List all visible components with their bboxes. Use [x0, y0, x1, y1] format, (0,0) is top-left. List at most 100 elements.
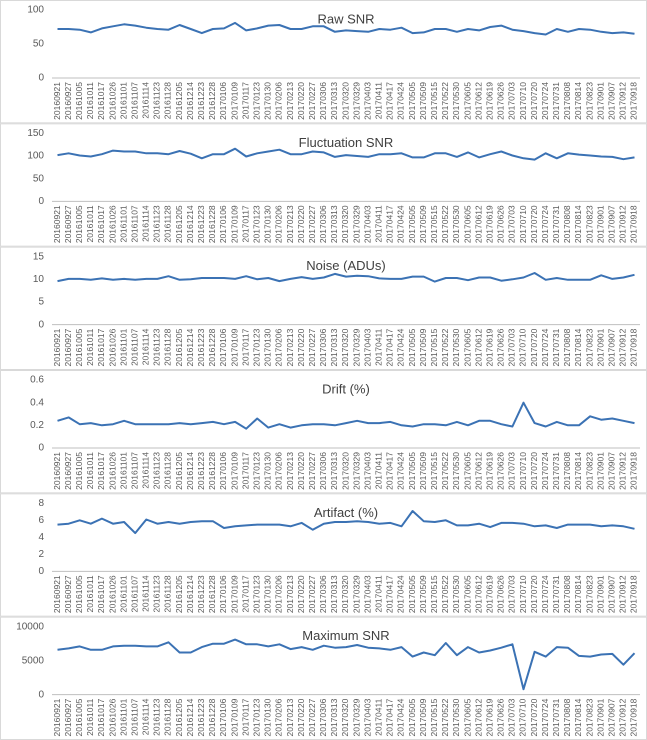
x-tick-label: 20161005	[74, 698, 84, 736]
x-tick-label: 20160921	[52, 205, 62, 243]
x-tick-label: 20170213	[285, 452, 295, 490]
x-tick-label: 20170206	[274, 698, 284, 736]
x-tick-label: 20161026	[107, 82, 117, 120]
x-tick-label: 20161114	[141, 205, 151, 242]
x-tick-label: 20170605	[462, 82, 472, 120]
x-tick-label: 20160921	[52, 452, 62, 490]
chart-title: Artifact (%)	[314, 505, 378, 520]
x-tick-label: 20170808	[562, 328, 572, 366]
x-tick-label: 20161214	[185, 328, 195, 366]
x-tick-label: 20161017	[96, 82, 106, 120]
x-tick-label: 20161107	[129, 575, 139, 612]
x-tick-label: 20170814	[573, 575, 583, 613]
x-tick-label: 20170912	[618, 698, 628, 736]
x-tick-label: 20170213	[285, 328, 295, 366]
x-tick-label: 20170424	[396, 698, 406, 736]
x-tick-label: 20161011	[85, 698, 95, 735]
x-tick-label: 20161005	[74, 82, 84, 120]
x-tick-label: 20161107	[129, 452, 139, 489]
x-tick-label: 20170206	[274, 575, 284, 613]
x-tick-label: 20170731	[551, 328, 561, 366]
x-tick-label: 20161005	[74, 575, 84, 613]
x-tick-label: 20161123	[152, 328, 162, 365]
x-tick-label: 20170505	[407, 82, 417, 120]
x-tick-label: 20170710	[518, 205, 528, 243]
x-tick-label: 20160927	[63, 575, 73, 613]
x-tick-label: 20170515	[429, 452, 439, 490]
x-tick-label: 20170907	[607, 205, 617, 243]
x-tick-label: 20170411	[374, 205, 384, 242]
x-tick-label: 20170515	[429, 82, 439, 120]
y-tick-label: 2	[38, 549, 44, 560]
x-tick-label: 20161114	[141, 575, 151, 612]
x-tick-label: 20170720	[529, 698, 539, 736]
x-tick-label: 20170424	[396, 575, 406, 613]
x-tick-label: 20170106	[218, 328, 228, 366]
x-tick-label: 20170403	[362, 205, 372, 243]
x-tick-label: 20170823	[584, 328, 594, 366]
x-tick-label: 20170814	[573, 205, 583, 243]
x-tick-label: 20161017	[96, 698, 106, 736]
x-tick-label: 20170505	[407, 575, 417, 613]
x-tick-label: 20160921	[52, 82, 62, 120]
data-line	[57, 147, 635, 161]
x-tick-label: 20170619	[484, 82, 494, 120]
x-tick-label: 20170509	[418, 698, 428, 736]
x-tick-label: 20161114	[141, 328, 151, 365]
y-tick-label: 8	[38, 498, 44, 509]
x-tick-label: 20170109	[229, 575, 239, 613]
x-tick-label: 20161026	[107, 698, 117, 736]
x-tick-label: 20170912	[618, 328, 628, 366]
x-tick-label: 20161114	[141, 82, 151, 119]
x-tick-label: 20170509	[418, 205, 428, 243]
x-tick-label: 20170530	[451, 205, 461, 243]
x-tick-label: 20170823	[584, 205, 594, 243]
x-tick-label: 20170306	[318, 575, 328, 613]
x-tick-label: 20170206	[274, 82, 284, 120]
x-tick-label: 20170901	[595, 205, 605, 243]
x-tick-label: 20170703	[507, 698, 517, 736]
y-tick-label: 4	[38, 532, 44, 543]
x-tick-label: 20170227	[307, 452, 317, 490]
x-tick-label: 20170106	[218, 575, 228, 613]
x-tick-label: 20170530	[451, 575, 461, 613]
x-tick-label: 20170329	[351, 205, 361, 243]
x-tick-label: 20170109	[229, 205, 239, 243]
y-tick-label: 0	[38, 196, 44, 207]
y-tick-label: 0	[38, 566, 44, 577]
x-tick-label: 20170918	[629, 205, 639, 243]
x-tick-label: 20161101	[118, 452, 128, 489]
x-tick-label: 20170411	[374, 328, 384, 365]
x-tick-label: 20170123	[251, 82, 261, 120]
x-tick-label: 20170130	[263, 575, 273, 613]
x-tick-label: 20161128	[163, 328, 173, 365]
x-tick-label: 20161223	[196, 575, 206, 613]
x-tick-label: 20161128	[163, 698, 173, 735]
x-tick-label: 20170220	[296, 205, 306, 243]
x-tick-label: 20170612	[473, 205, 483, 243]
x-tick-label: 20170417	[385, 698, 395, 736]
x-tick-label: 20161228	[207, 698, 217, 736]
x-tick-label: 20170731	[551, 82, 561, 120]
x-tick-label: 20170710	[518, 452, 528, 490]
x-tick-label: 20170509	[418, 82, 428, 120]
x-tick-label: 20161107	[129, 698, 139, 735]
x-tick-label: 20161214	[185, 698, 195, 736]
x-tick-label: 20170206	[274, 452, 284, 490]
y-tick-label: 100	[27, 151, 44, 162]
x-tick-label: 20170605	[462, 205, 472, 243]
x-tick-label: 20170329	[351, 698, 361, 736]
x-tick-label: 20170522	[440, 82, 450, 120]
data-line	[57, 401, 635, 430]
x-tick-label: 20161205	[174, 328, 184, 366]
x-tick-label: 20170313	[329, 82, 339, 120]
x-tick-label: 20170515	[429, 205, 439, 243]
x-tick-label: 20170626	[496, 698, 506, 736]
x-tick-label: 20161123	[152, 452, 162, 489]
y-tick-label: 0.2	[30, 420, 44, 431]
x-tick-label: 20161101	[118, 205, 128, 242]
x-tick-label: 20170123	[251, 575, 261, 613]
